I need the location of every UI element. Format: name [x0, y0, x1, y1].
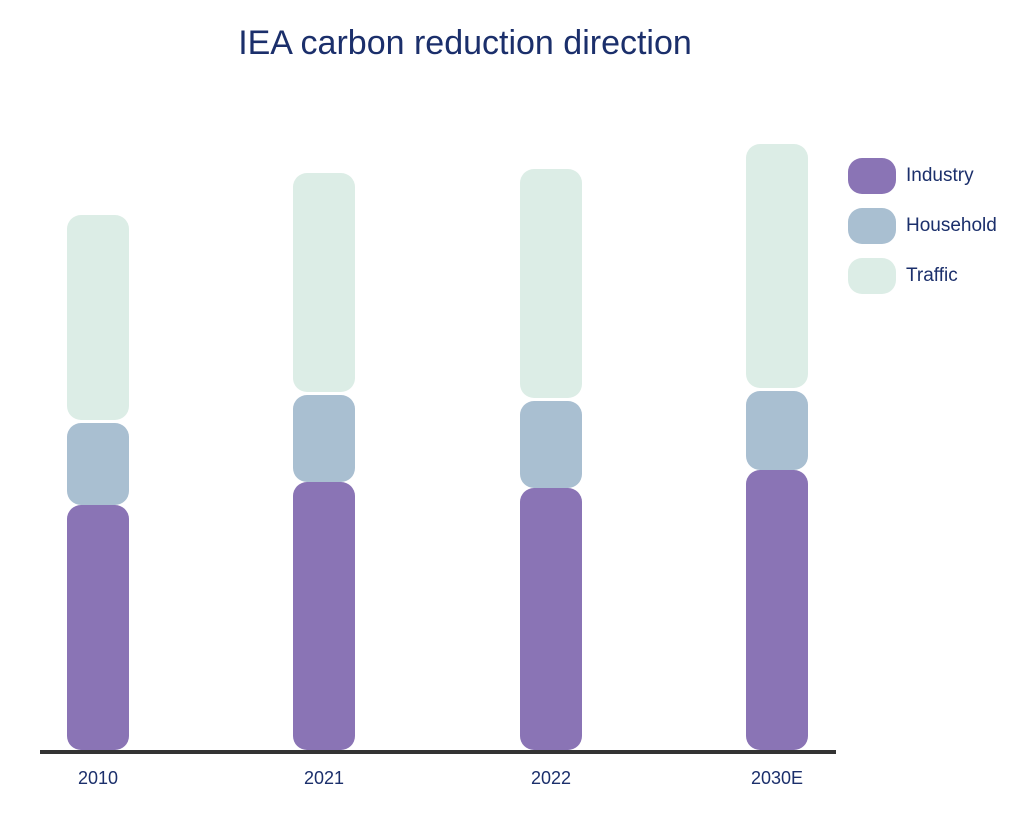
bar-industry-2021 — [293, 482, 355, 750]
bar-traffic-2022 — [520, 169, 582, 398]
legend-swatch — [848, 258, 896, 294]
legend: Industry Household Traffic — [848, 158, 997, 308]
legend-swatch — [848, 208, 896, 244]
legend-swatch — [848, 158, 896, 194]
legend-item-industry: Industry — [848, 158, 997, 194]
bar-traffic-2021 — [293, 173, 355, 392]
legend-item-traffic: Traffic — [848, 258, 997, 294]
bar-traffic-2010 — [67, 215, 129, 420]
bar-traffic-2030e — [746, 144, 808, 388]
bar-industry-2010 — [67, 505, 129, 750]
bar-industry-2030e — [746, 470, 808, 750]
chart-title: IEA carbon reduction direction — [238, 24, 692, 62]
x-tick-label: 2030E — [751, 768, 803, 788]
x-tick-label: 2022 — [531, 768, 571, 788]
bar-industry-2022 — [520, 488, 582, 750]
legend-item-household: Household — [848, 208, 997, 244]
x-tick-label: 2021 — [304, 768, 344, 788]
bar-household-2022 — [520, 401, 582, 488]
x-tick-label: 2010 — [78, 768, 118, 788]
bar-household-2021 — [293, 395, 355, 482]
legend-label: Industry — [906, 165, 974, 186]
bar-household-2030e — [746, 391, 808, 470]
legend-label: Household — [906, 215, 997, 236]
legend-label: Traffic — [906, 265, 958, 286]
bar-household-2010 — [67, 423, 129, 505]
